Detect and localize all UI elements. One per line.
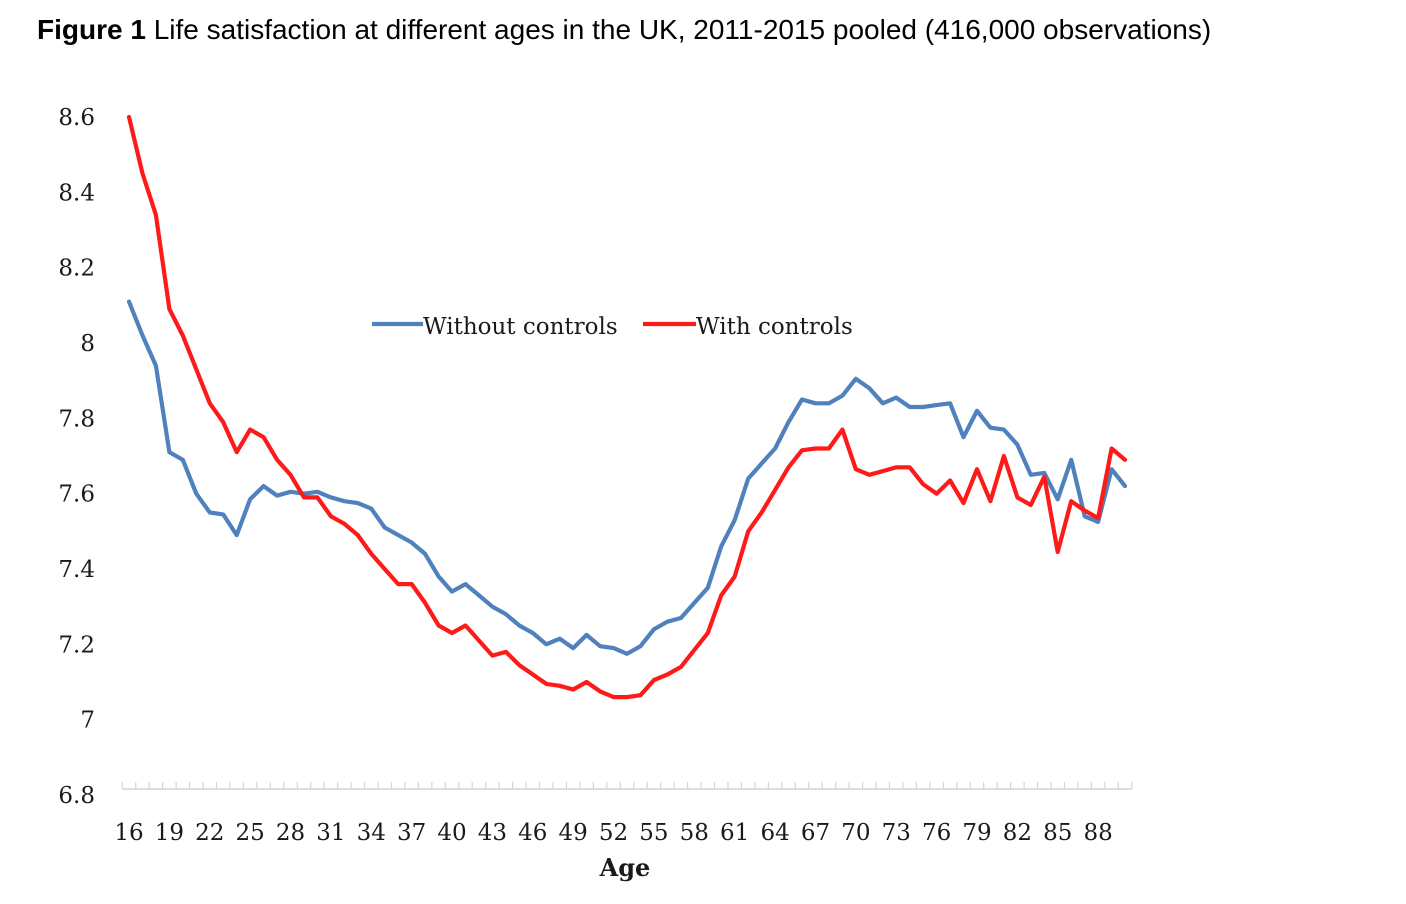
- x-tick-label: 19: [155, 820, 184, 846]
- y-tick-label: 7.2: [58, 632, 95, 658]
- y-tick-label: 8: [80, 331, 95, 357]
- x-tick-label: 28: [276, 820, 305, 846]
- x-tick-label: 46: [518, 820, 547, 846]
- figure-label: Figure 1: [37, 14, 146, 45]
- x-tick-label: 70: [841, 820, 870, 846]
- y-tick-label: 7.6: [58, 482, 95, 508]
- x-tick-label: 82: [1003, 820, 1032, 846]
- x-tick-label: 79: [962, 820, 991, 846]
- x-tick-label: 22: [195, 820, 224, 846]
- x-tick-label: 16: [114, 820, 143, 846]
- series-lines: [126, 114, 1128, 700]
- x-tick-label: 31: [316, 820, 345, 846]
- legend-label: Without controls: [423, 314, 618, 340]
- y-tick-label: 8.4: [58, 180, 95, 206]
- legend-label: With controls: [696, 314, 853, 340]
- x-tick-label: 25: [235, 820, 264, 846]
- x-tick-label: 85: [1043, 820, 1072, 846]
- x-tick-label: 43: [478, 820, 507, 846]
- x-tick-label: 55: [639, 820, 668, 846]
- x-tick-label: 40: [437, 820, 466, 846]
- x-tick-label: 67: [801, 820, 830, 846]
- y-tick-label: 8.2: [58, 256, 95, 282]
- x-tick-label: 73: [882, 820, 911, 846]
- x-tick-label: 88: [1083, 820, 1112, 846]
- y-axis-ticks: 6.8 7 7.2 7.4 7.6 7.8 8 8.2 8.4 8.6: [58, 105, 95, 809]
- x-tick-label: 49: [559, 820, 588, 846]
- y-tick-label: 7: [80, 708, 95, 734]
- x-tick-label: 61: [720, 820, 749, 846]
- y-tick-label: 7.8: [58, 406, 95, 432]
- x-tick-label: 58: [680, 820, 709, 846]
- figure-title: Figure 1 Life satisfaction at different …: [37, 14, 1211, 46]
- x-axis-tick-labels: 16 19 22 25 28 31 34 37 40 43 46 49 52 55 58 61 64 67 70 73…: [114, 820, 1112, 846]
- y-tick-label: 7.4: [58, 557, 95, 583]
- x-tick-label: 76: [922, 820, 951, 846]
- y-tick-label: 8.6: [58, 105, 95, 131]
- figure-caption: Life satisfaction at different ages in t…: [153, 14, 1212, 45]
- y-tick-label: 6.8: [58, 783, 95, 809]
- x-tick-label: 64: [760, 820, 789, 846]
- x-axis-title: Age: [599, 853, 651, 882]
- series-line-with-controls: [126, 114, 1128, 700]
- legend: Without controls With controls: [372, 314, 853, 340]
- series-line-without-controls: [126, 299, 1128, 656]
- x-tick-label: 52: [599, 820, 628, 846]
- x-tick-label: 34: [357, 820, 386, 846]
- x-tick-label: 37: [397, 820, 426, 846]
- x-axis: [121, 782, 1133, 790]
